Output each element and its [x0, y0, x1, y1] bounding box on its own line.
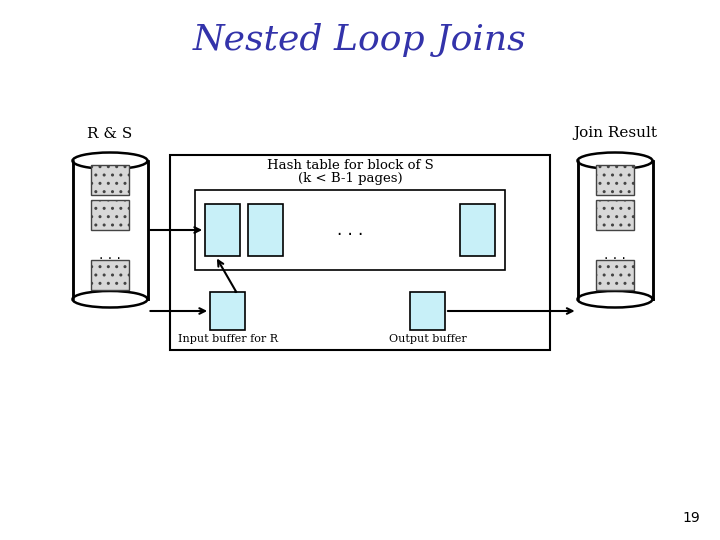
Ellipse shape — [577, 152, 652, 169]
Bar — [73, 152, 148, 299]
Bar — [91, 200, 129, 230]
Bar — [596, 165, 634, 195]
Ellipse shape — [73, 291, 148, 307]
Text: 19: 19 — [683, 511, 700, 525]
Bar — [91, 260, 129, 290]
Bar — [73, 152, 146, 299]
Bar — [205, 204, 240, 256]
Bar — [210, 292, 245, 330]
Text: Hash table for block of S: Hash table for block of S — [266, 159, 433, 172]
Text: Nested Loop Joins: Nested Loop Joins — [193, 23, 527, 57]
Text: . . .: . . . — [604, 248, 626, 262]
Text: Output buffer: Output buffer — [389, 334, 467, 344]
Bar — [460, 204, 495, 256]
Bar — [596, 260, 634, 290]
Text: Input buffer for R: Input buffer for R — [178, 334, 277, 344]
Bar — [195, 190, 505, 270]
Bar — [596, 200, 634, 230]
Text: . . .: . . . — [99, 248, 121, 262]
Bar — [577, 152, 652, 299]
Text: Join Result: Join Result — [573, 126, 657, 140]
Bar — [170, 155, 550, 350]
Text: (k < B-1 pages): (k < B-1 pages) — [297, 172, 402, 185]
Bar — [91, 165, 129, 195]
Bar — [578, 152, 652, 299]
Text: . . .: . . . — [337, 221, 363, 239]
Bar — [410, 292, 445, 330]
Ellipse shape — [73, 152, 148, 169]
Ellipse shape — [577, 291, 652, 307]
Text: R & S: R & S — [87, 126, 132, 140]
Bar — [248, 204, 283, 256]
